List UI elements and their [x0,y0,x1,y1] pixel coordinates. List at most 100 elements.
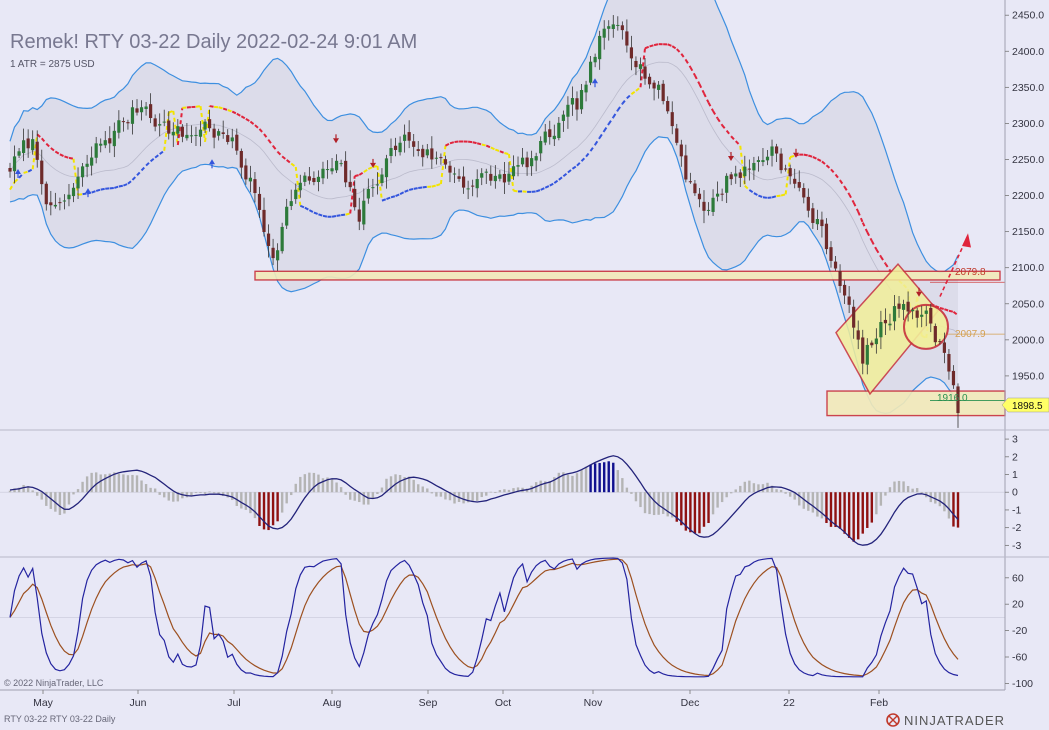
histogram-bar [802,492,805,509]
trailing-stop-segment [159,149,165,155]
histogram-bar [172,492,175,502]
candle-body [797,182,801,188]
histogram-bar [13,488,16,493]
candle-body [194,134,198,136]
candle-body [552,135,556,140]
candle-body [879,322,883,338]
histogram-bar [290,492,293,496]
stochastic-panel[interactable] [0,557,1005,678]
stoch-d-line [9,558,959,677]
histogram-bar [380,487,384,493]
projection-arrow-up-head [962,233,971,248]
breakdown-circle [903,303,949,350]
histogram-bar [167,492,170,501]
histogram-bar [707,492,710,524]
trailing-stop-segment [199,105,207,142]
candle-body [734,173,738,177]
histogram-bar [657,492,660,515]
trailing-stop-segment [843,186,850,195]
histogram-bar [730,492,733,494]
candle-body [688,181,692,183]
candle-body [566,104,570,117]
candle-body [126,122,130,124]
histogram-bar [199,492,202,494]
trailing-stop-segment [558,175,564,181]
histogram-bar [135,475,139,493]
trailing-stop-segment [716,117,723,126]
x-tick-label: Feb [870,697,888,709]
histogram-bar [652,492,656,516]
upper-band-line [9,0,959,274]
histogram-bar [671,492,674,518]
signal-arrow-down [916,291,922,297]
histogram-bar [943,492,946,512]
signal-arrow-up [209,159,215,165]
histogram-bar [412,479,415,493]
candle-body [99,143,103,146]
histogram-bar [512,488,515,493]
trailing-stop-segment [68,156,74,160]
trailing-stop-segment [168,109,174,114]
price-tick-label: 2100.0 [1012,262,1044,274]
histogram-bar [76,489,80,493]
candle-body [557,122,561,139]
oscillator-panel[interactable] [0,455,1005,546]
trailing-stop-segment [9,181,16,191]
candle-body [103,140,107,146]
histogram-bar [857,492,860,540]
trailing-stop-segment [131,174,138,181]
histogram-bar [743,481,747,493]
trailing-stop-segment [341,213,346,217]
histogram-bar [761,484,765,493]
trailing-stop-segment [598,130,606,139]
candle-body [167,120,171,134]
candle-body [22,140,26,154]
candle-body [248,177,253,182]
trailing-stop-segment [176,107,184,146]
histogram-bar [852,492,855,542]
candle-body [924,310,928,314]
candle-body [865,344,869,365]
histogram-bar [212,492,216,494]
trailing-stop-segment [535,188,542,193]
histogram-bar [26,486,30,493]
histogram-bar [294,483,297,493]
trailing-stop-segment [567,168,574,174]
trailing-stop-segment [485,144,492,149]
candle-body [371,187,375,189]
trailing-stop-segment [472,141,478,145]
histogram-bar [680,492,683,526]
trailing-stop-segment [671,45,678,50]
candle-body [774,146,779,154]
candle-body [874,338,878,345]
trailing-stop-segment [23,170,29,174]
trailing-stop-segment [72,158,80,195]
candle-body [725,175,729,193]
trailing-stop-segment [725,130,732,137]
candle-body [384,158,389,178]
histogram-bar [308,472,311,493]
histogram-bar [466,492,470,503]
candle-body [203,121,207,130]
trailing-stop-segment [694,74,701,85]
histogram-bar [947,492,951,519]
histogram-bar [303,474,307,493]
x-tick-label: May [33,697,54,709]
histogram-bar [494,492,497,494]
histogram-bar [589,464,592,493]
trailing-stop-segment [771,195,777,199]
histogram-bar [40,492,43,500]
trailing-stop-segment [36,133,43,140]
histogram-bar [244,492,248,510]
histogram-bar [757,484,760,493]
candle-body [942,342,946,353]
candles [8,15,960,428]
trailing-stop-segment [644,45,650,50]
brand-text: NINJATRADER [904,713,1005,728]
histogram-bar [920,492,923,494]
histogram-bar [140,480,143,493]
trailing-stop-segment [313,211,319,216]
histogram-bar [875,492,878,515]
trailing-stop-segment [944,308,950,312]
price-panel[interactable] [8,0,1006,428]
